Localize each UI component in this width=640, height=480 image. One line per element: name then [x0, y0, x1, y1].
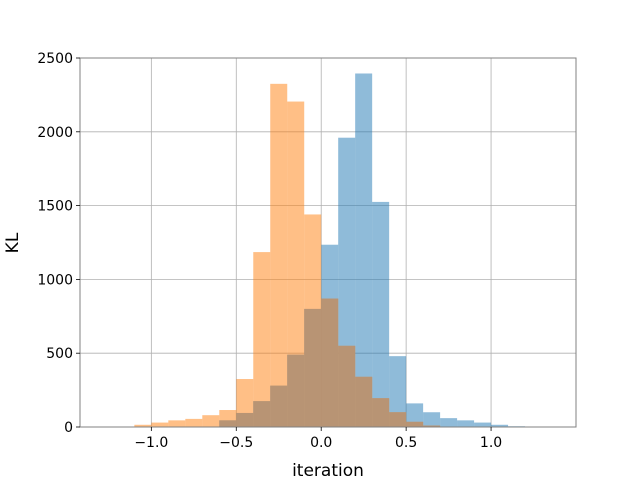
- y-tick-label: 1000: [37, 272, 73, 288]
- overlap-bar: [389, 412, 407, 427]
- y-tick-label: 2500: [37, 51, 73, 67]
- histogram-bar: [355, 73, 373, 428]
- histogram-bar: [372, 201, 390, 427]
- y-axis-label: KL: [3, 232, 23, 253]
- overlap-bar: [270, 385, 288, 427]
- plot-frame: [79, 57, 577, 428]
- axis-ticks: −1.0 −0.5 0.0 0.5 1.0 0 500 1000 1500 2000 2500: [37, 51, 502, 451]
- overlap-bar: [423, 425, 441, 427]
- histogram-bar: [134, 424, 152, 427]
- histogram-bar: [440, 418, 458, 427]
- x-tick-label: 1.0: [480, 435, 502, 451]
- histogram-bar: [474, 422, 492, 427]
- overlap-bar: [219, 420, 237, 427]
- histogram-bar: [253, 252, 271, 427]
- overlap-bars: [219, 298, 441, 427]
- histogram-bar: [406, 403, 424, 427]
- overlap-bar: [236, 412, 254, 427]
- x-tick-label: −1.0: [134, 435, 168, 451]
- overlap-bar: [304, 308, 322, 427]
- histogram-bar: [168, 420, 186, 427]
- x-tick-label: −0.5: [219, 435, 253, 451]
- overlap-bar: [355, 376, 373, 427]
- x-tick-label: 0.5: [395, 435, 417, 451]
- overlap-bar: [406, 421, 424, 427]
- y-tick-label: 1500: [37, 199, 73, 215]
- histogram-bar: [423, 412, 441, 427]
- y-tick-label: 2000: [37, 125, 73, 141]
- overlap-bar: [253, 401, 271, 427]
- histogram-bar: [389, 356, 407, 427]
- histogram-bar: [185, 418, 203, 427]
- overlap-bar: [372, 398, 390, 427]
- histogram-bar: [491, 424, 509, 427]
- histogram-bar: [287, 101, 305, 428]
- histogram-bar: [151, 422, 169, 427]
- y-tick-label: 500: [46, 346, 73, 362]
- histogram-bar: [202, 415, 220, 427]
- x-tick-label: 0.0: [310, 435, 332, 451]
- x-axis-label: iteration: [292, 461, 364, 480]
- overlap-bar: [321, 298, 339, 427]
- overlap-bar: [338, 345, 356, 427]
- histogram-bar: [270, 83, 288, 427]
- y-tick-label: 0: [64, 420, 73, 436]
- histogram-bar: [457, 420, 475, 427]
- overlap-bar: [287, 354, 305, 427]
